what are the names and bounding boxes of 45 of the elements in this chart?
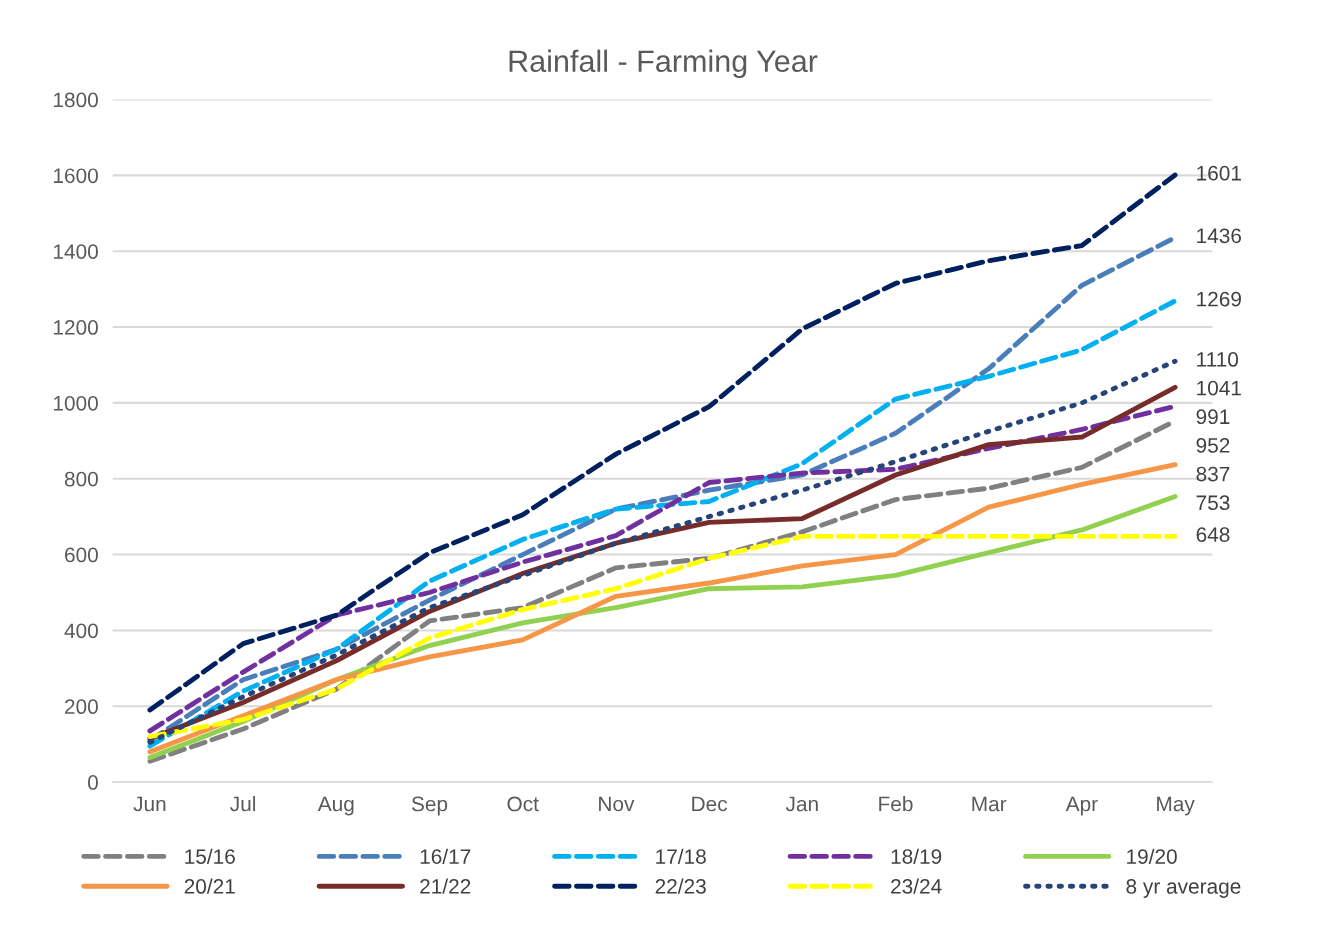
y-tick-label: 800 — [64, 471, 98, 487]
annotation: 1110 — [1197, 352, 1239, 367]
y-tick-label: 1600 — [53, 168, 98, 184]
x-tick-label: May — [1157, 796, 1195, 816]
x-tick-label: Mar — [972, 796, 1007, 812]
annotation: 753 — [1196, 495, 1230, 511]
x-tick-label: Feb — [879, 795, 913, 812]
x-tick-label: Dec — [692, 796, 728, 812]
legend-label: 16/17 — [420, 848, 471, 864]
x-tick-label: Apr — [1065, 796, 1098, 816]
annotation: 1601 — [1197, 165, 1241, 181]
x-tick-label: Oct — [507, 796, 539, 812]
legend-label: 23/24 — [891, 878, 942, 894]
annotation: 1041 — [1197, 380, 1241, 396]
x-tick-label: Jul — [230, 795, 256, 812]
legend-label: 8 yr average — [1126, 879, 1241, 898]
y-tick-label: 200 — [65, 699, 98, 715]
y-tick-label: 600 — [65, 547, 98, 563]
annotation: 648 — [1196, 527, 1230, 542]
y-tick-label: 400 — [64, 623, 98, 639]
annotation: 952 — [1196, 438, 1230, 453]
annotation: 837 — [1196, 466, 1230, 482]
legend-label: 22/23 — [655, 878, 706, 894]
line-series — [147, 172, 1178, 713]
y-tick-label: 0 — [87, 775, 98, 790]
y-tick-label: 1800 — [53, 92, 98, 108]
x-tick-label: Jun — [133, 796, 166, 812]
x-tick-label: Aug — [317, 796, 354, 816]
y-tick-label: 1200 — [53, 320, 98, 335]
chart-title: Rainfall - Farming Year — [509, 49, 818, 79]
legend-label: 19/20 — [1127, 848, 1177, 864]
legend-label: 18/19 — [891, 848, 942, 864]
legend-label: 17/18 — [656, 848, 706, 864]
y-tick-label: 1000 — [53, 395, 98, 411]
legend-label: 20/21 — [184, 878, 235, 894]
annotation: 1436 — [1197, 228, 1242, 244]
annotation: 991 — [1196, 409, 1230, 425]
x-tick-label: Nov — [599, 796, 635, 812]
line-series — [147, 533, 1178, 740]
annotation: 1269 — [1197, 291, 1241, 307]
legend-label: 21/22 — [420, 878, 471, 894]
x-tick-label: Jan — [785, 796, 818, 812]
x-tick-label: Sep — [411, 796, 448, 816]
legend-label: 15/16 — [185, 848, 235, 864]
y-tick-label: 1400 — [53, 244, 98, 259]
